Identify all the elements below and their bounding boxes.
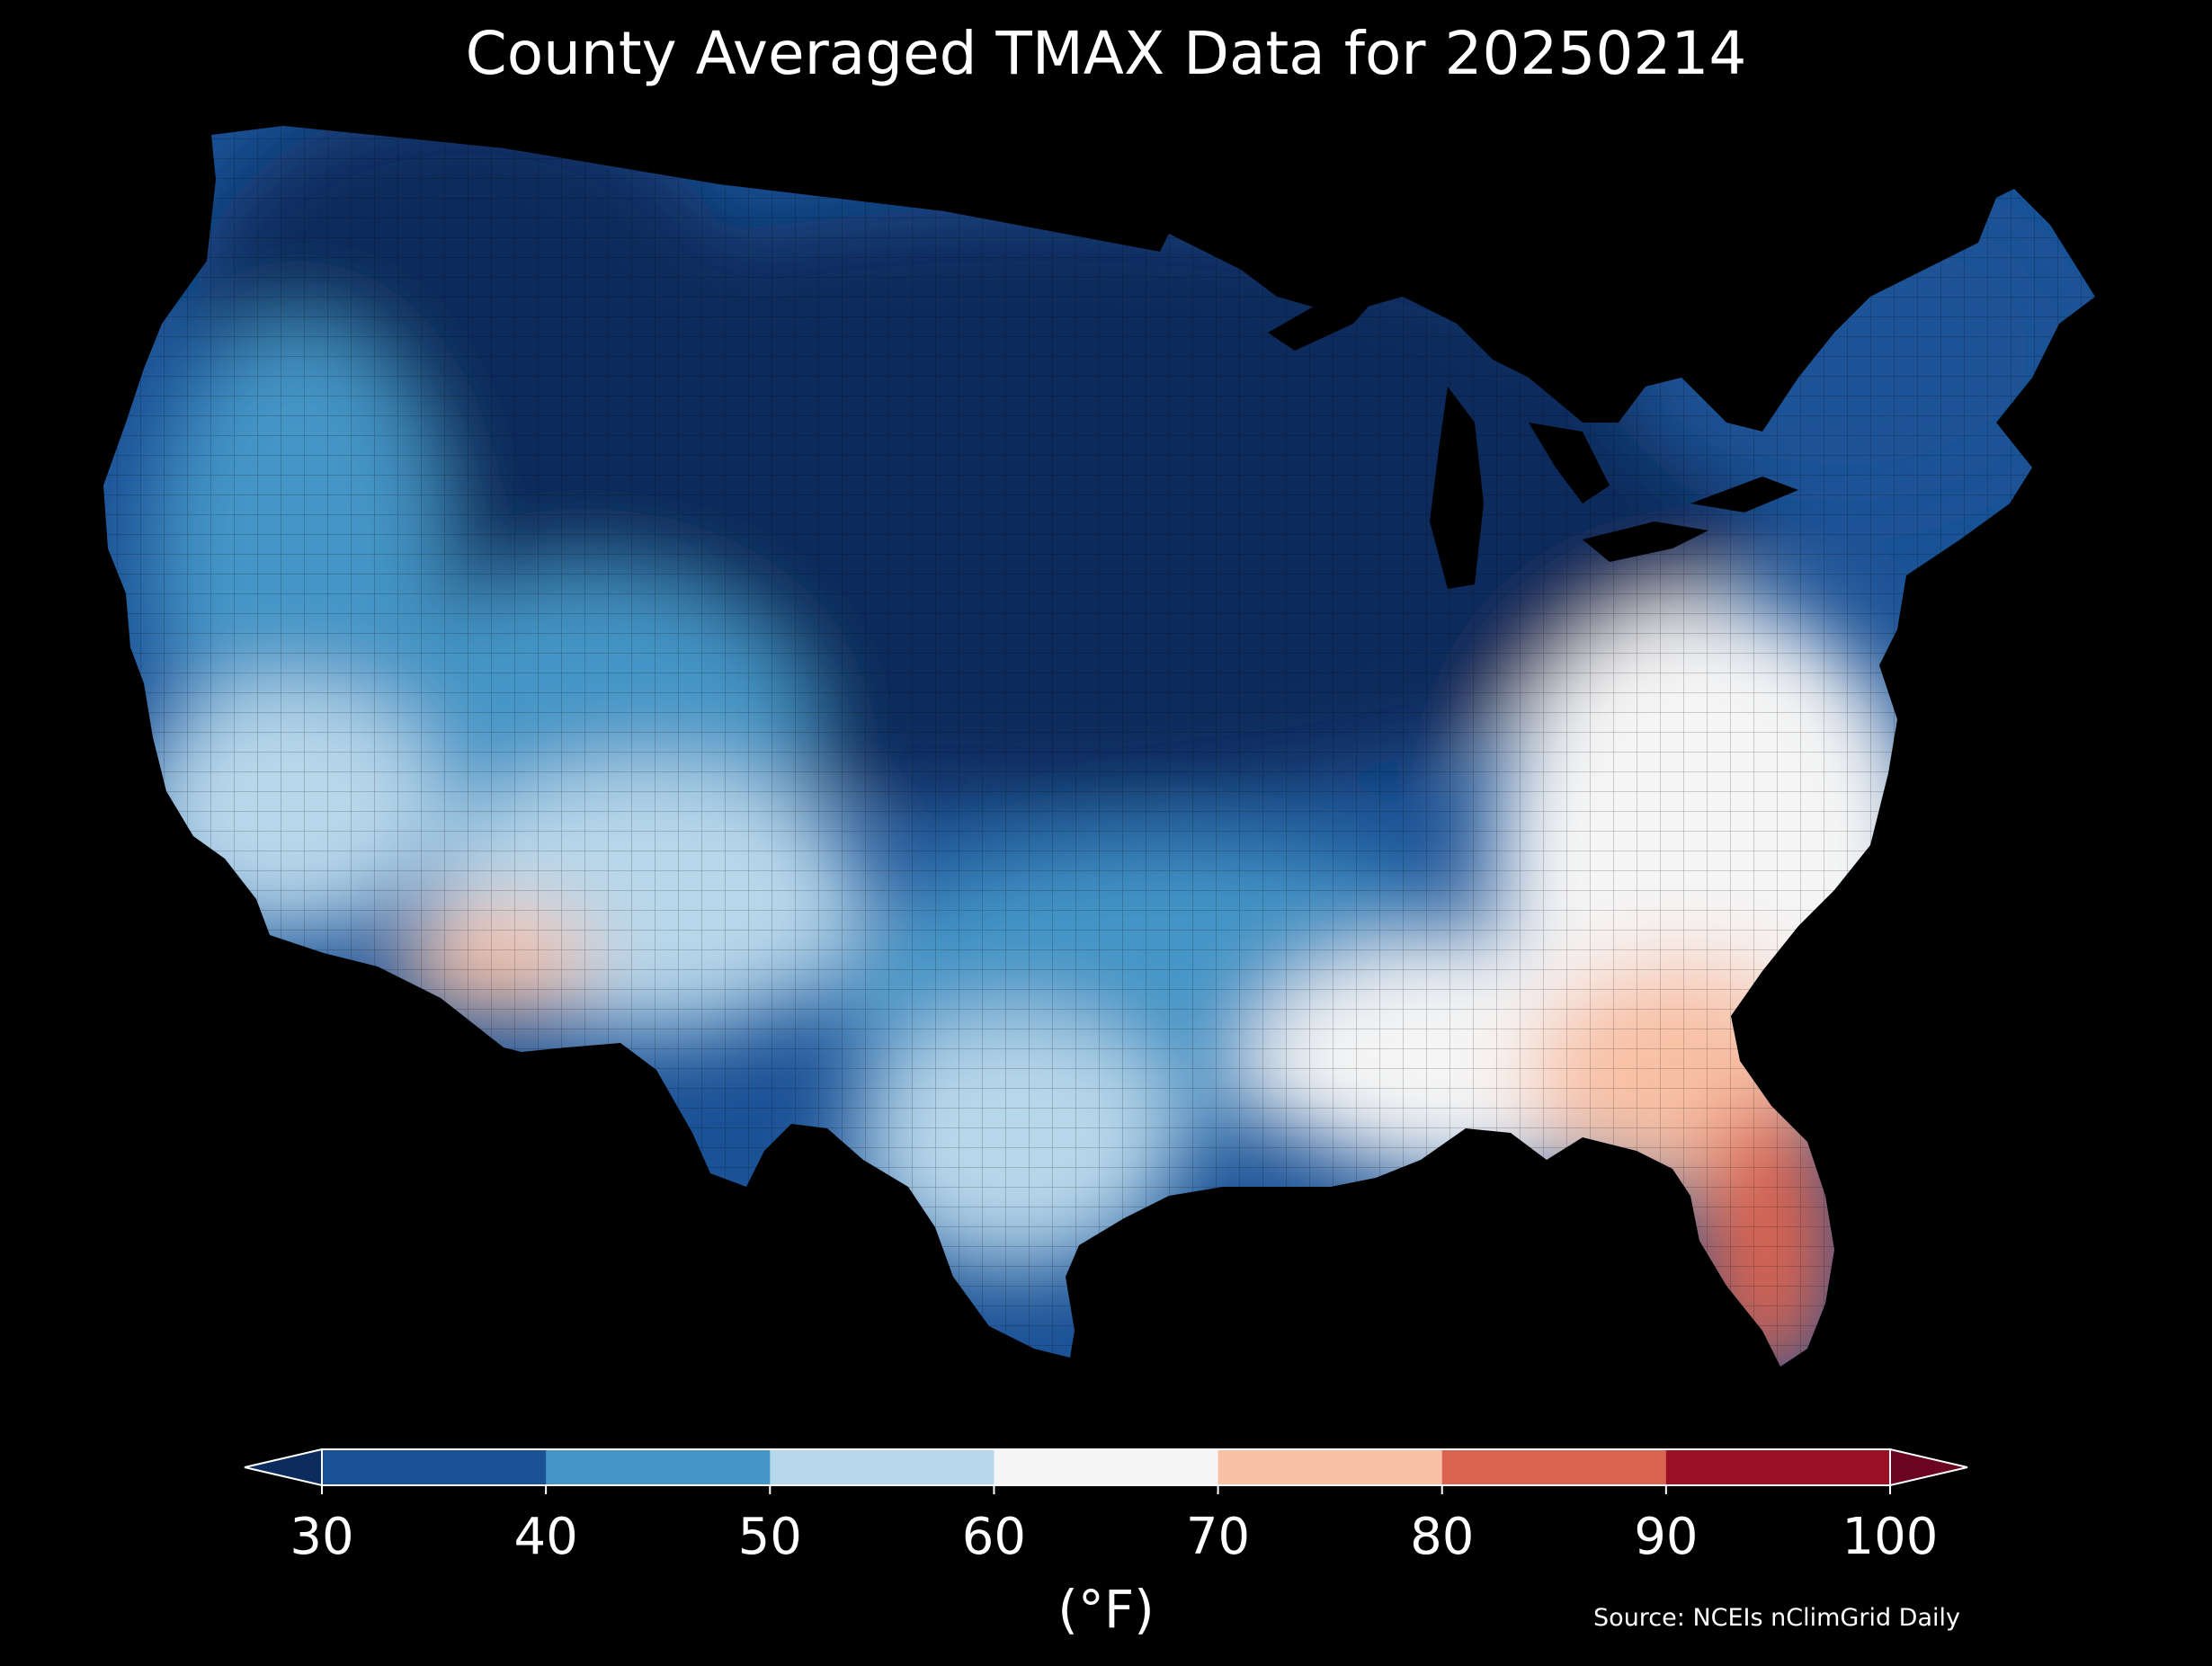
colorbar-bin <box>1665 1449 1891 1485</box>
colorbar-tick-label: 70 <box>1185 1508 1251 1566</box>
colorbar-units-label: (°F) <box>1057 1579 1155 1640</box>
conus-temperature-field <box>103 126 2095 1367</box>
colorbar-tick-label: 60 <box>961 1508 1027 1566</box>
colorbar-bin <box>994 1449 1219 1485</box>
colorbar-tick-label: 30 <box>290 1508 354 1566</box>
colorbar-bin <box>770 1449 995 1485</box>
colorbar-bin <box>1441 1449 1667 1485</box>
colorbar-tick-label: 100 <box>1842 1508 1939 1566</box>
colorbar-bin <box>546 1449 771 1485</box>
colorbar-bin <box>1217 1449 1443 1485</box>
colorbar-extend-low <box>244 1448 323 1487</box>
colorbar-tick-label: 40 <box>513 1508 578 1566</box>
conus-county-map <box>103 126 2095 1367</box>
colorbar-tick-label: 50 <box>737 1508 802 1566</box>
colorbar-tick-label: 90 <box>1634 1508 1699 1566</box>
map-title: County Averaged TMAX Data for 20250214 <box>465 19 1747 88</box>
source-label: Source: NCEIs nClimGrid Daily <box>1593 1604 1960 1632</box>
great-lakes <box>1268 288 1798 589</box>
colorbar-bin <box>322 1449 547 1485</box>
colorbar-tick-label: 80 <box>1410 1508 1475 1566</box>
colorbar-extend-high <box>1889 1448 1968 1487</box>
